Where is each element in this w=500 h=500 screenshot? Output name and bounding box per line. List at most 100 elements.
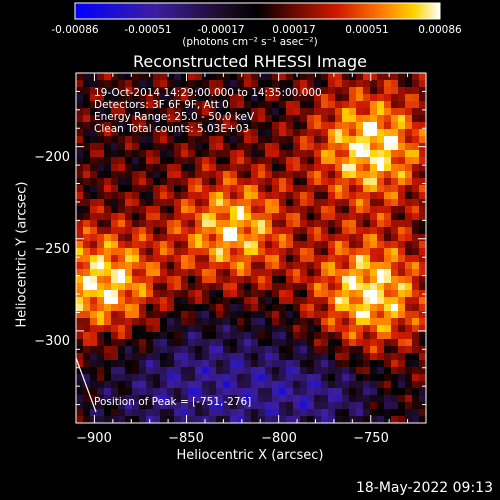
heatmap-cell bbox=[279, 199, 287, 207]
heatmap-cell bbox=[244, 409, 252, 417]
heatmap-cell bbox=[83, 248, 91, 256]
heatmap-cell bbox=[244, 269, 252, 277]
heatmap-cell bbox=[223, 164, 231, 172]
heatmap-cell bbox=[167, 367, 175, 375]
heatmap-cell bbox=[391, 73, 399, 81]
heatmap-cell bbox=[258, 339, 266, 347]
heatmap-cell bbox=[279, 143, 287, 151]
heatmap-cell bbox=[76, 94, 84, 102]
heatmap-cell bbox=[181, 136, 189, 144]
heatmap-cell bbox=[97, 227, 105, 235]
heatmap-cell bbox=[279, 269, 287, 277]
heatmap-cell bbox=[139, 374, 147, 382]
heatmap-cell bbox=[356, 276, 364, 284]
x-tick-label: −750 bbox=[353, 431, 389, 446]
heatmap-cell bbox=[300, 143, 308, 151]
heatmap-cell bbox=[419, 297, 427, 305]
heatmap-cell bbox=[307, 402, 315, 410]
heatmap-cell bbox=[83, 234, 91, 242]
heatmap-cell bbox=[209, 164, 217, 172]
heatmap-cell bbox=[167, 325, 175, 333]
heatmap-cell bbox=[307, 227, 315, 235]
heatmap-cell bbox=[265, 388, 273, 396]
heatmap-cell bbox=[174, 318, 182, 326]
heatmap-cell bbox=[195, 304, 203, 312]
heatmap-cell bbox=[244, 297, 252, 305]
heatmap-cell bbox=[90, 241, 98, 249]
heatmap-cell bbox=[244, 346, 252, 354]
heatmap-cell bbox=[209, 283, 217, 291]
heatmap-cell bbox=[272, 346, 280, 354]
heatmap-cell bbox=[202, 416, 210, 424]
heatmap-cell bbox=[349, 150, 357, 158]
heatmap-cell bbox=[76, 339, 84, 347]
heatmap-cell bbox=[230, 143, 238, 151]
heatmap-cell bbox=[251, 143, 259, 151]
heatmap-cell bbox=[174, 178, 182, 186]
heatmap-cell bbox=[251, 360, 259, 368]
heatmap-cell bbox=[342, 73, 350, 81]
heatmap-cell bbox=[342, 178, 350, 186]
heatmap-cell bbox=[349, 395, 357, 403]
heatmap-cell bbox=[335, 346, 343, 354]
heatmap-cell bbox=[111, 367, 119, 375]
heatmap-cell bbox=[258, 136, 266, 144]
heatmap-cell bbox=[223, 332, 231, 340]
heatmap-cell bbox=[405, 178, 413, 186]
heatmap-cell bbox=[419, 262, 427, 270]
heatmap-cell bbox=[104, 332, 112, 340]
heatmap-cell bbox=[265, 311, 273, 319]
heatmap-cell bbox=[202, 290, 210, 298]
heatmap-cell bbox=[335, 220, 343, 228]
heatmap-cell bbox=[223, 388, 231, 396]
heatmap-cell bbox=[111, 192, 119, 200]
heatmap-cell bbox=[83, 185, 91, 193]
heatmap-cell bbox=[160, 304, 168, 312]
heatmap-cell bbox=[83, 157, 91, 165]
heatmap-cell bbox=[321, 262, 329, 270]
heatmap-cell bbox=[398, 178, 406, 186]
heatmap-cell bbox=[188, 339, 196, 347]
heatmap-cell bbox=[356, 150, 364, 158]
heatmap-cell bbox=[391, 416, 399, 424]
heatmap-cell bbox=[363, 122, 371, 130]
heatmap-cell bbox=[251, 374, 259, 382]
heatmap-cell bbox=[160, 234, 168, 242]
heatmap-cell bbox=[412, 227, 420, 235]
heatmap-cell bbox=[104, 290, 112, 298]
heatmap-cell bbox=[216, 185, 224, 193]
heatmap-cell bbox=[363, 381, 371, 389]
heatmap-cell bbox=[363, 416, 371, 424]
heatmap-cell bbox=[356, 346, 364, 354]
heatmap-cell bbox=[335, 318, 343, 326]
heatmap-cell bbox=[230, 255, 238, 263]
heatmap-cell bbox=[342, 143, 350, 151]
heatmap-cell bbox=[83, 402, 91, 410]
heatmap-cell bbox=[398, 381, 406, 389]
heatmap-cell bbox=[104, 318, 112, 326]
heatmap-cell bbox=[314, 220, 322, 228]
heatmap-cell bbox=[356, 248, 364, 256]
heatmap-cell bbox=[181, 311, 189, 319]
heatmap-cell bbox=[307, 241, 315, 249]
heatmap-cell bbox=[160, 192, 168, 200]
heatmap-cell bbox=[405, 395, 413, 403]
heatmap-cell bbox=[356, 290, 364, 298]
heatmap-cell bbox=[272, 164, 280, 172]
heatmap-cell bbox=[153, 178, 161, 186]
heatmap-cell bbox=[167, 143, 175, 151]
heatmap-cell bbox=[412, 164, 420, 172]
heatmap-cell bbox=[146, 241, 154, 249]
heatmap-cell bbox=[160, 297, 168, 305]
heatmap-cell bbox=[188, 332, 196, 340]
heatmap-cell bbox=[328, 311, 336, 319]
heatmap-cell bbox=[251, 297, 259, 305]
heatmap-cell bbox=[370, 353, 378, 361]
heatmap-cell bbox=[307, 269, 315, 277]
heatmap-cell bbox=[363, 318, 371, 326]
heatmap-cell bbox=[216, 171, 224, 179]
heatmap-cell bbox=[181, 255, 189, 263]
heatmap-cell bbox=[97, 192, 105, 200]
heatmap-cell bbox=[286, 248, 294, 256]
heatmap-cell bbox=[167, 360, 175, 368]
